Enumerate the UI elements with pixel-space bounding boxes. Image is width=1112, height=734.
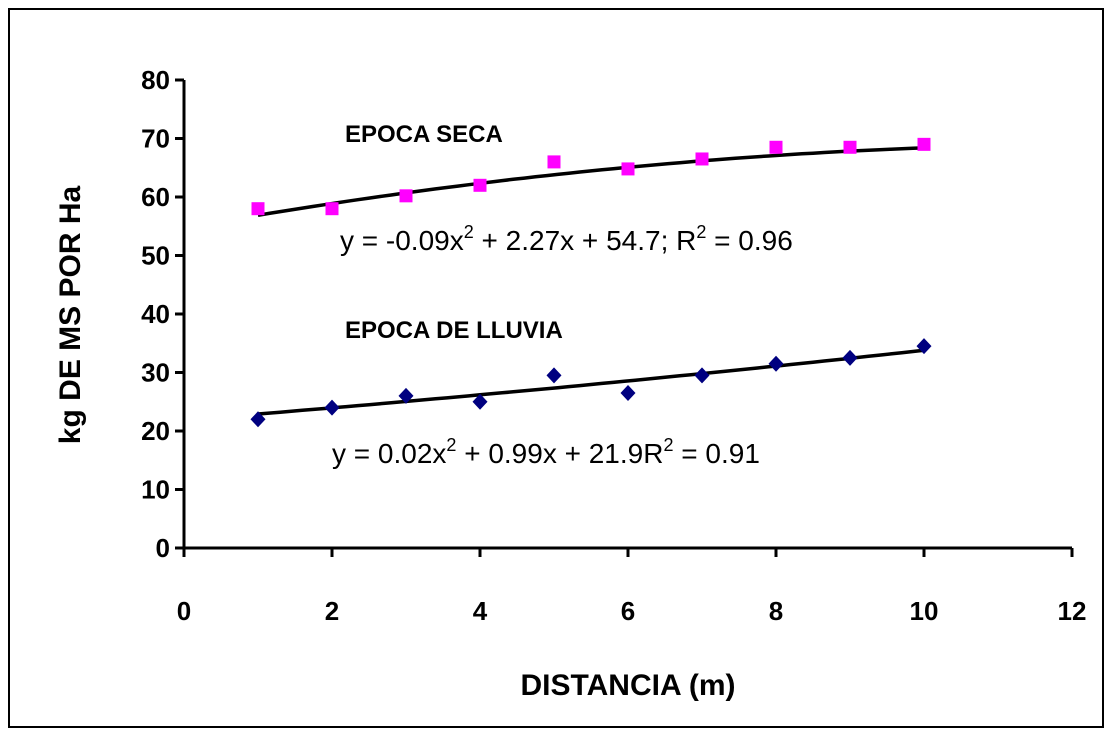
trendline-epoca-de-lluvia xyxy=(257,348,925,416)
x-tick-label: 8 xyxy=(769,596,783,626)
x-tick-label: 6 xyxy=(621,596,635,626)
point-epoca-de-lluvia xyxy=(250,411,266,428)
y-tick-label: 10 xyxy=(141,475,170,505)
x-tick-label: 12 xyxy=(1058,596,1087,626)
chart-frame xyxy=(8,8,1104,728)
point-epoca-seca xyxy=(251,202,265,216)
equation-epoca-seca: y = -0.09x2 + 2.27x + 54.7; R2 = 0.96 xyxy=(340,222,793,256)
point-epoca-seca xyxy=(621,162,635,176)
y-tick-label: 0 xyxy=(156,533,170,563)
point-epoca-de-lluvia xyxy=(620,384,636,401)
point-epoca-de-lluvia xyxy=(768,355,784,372)
point-epoca-seca xyxy=(769,140,783,154)
point-epoca-de-lluvia xyxy=(398,387,414,404)
point-epoca-seca xyxy=(325,202,339,216)
trendline-epoca-seca xyxy=(257,146,925,218)
y-tick-label: 20 xyxy=(141,416,170,446)
point-epoca-de-lluvia xyxy=(324,399,340,416)
trendlines xyxy=(257,146,925,416)
point-epoca-de-lluvia xyxy=(842,349,858,366)
markers xyxy=(250,137,932,428)
y-tick-label: 50 xyxy=(141,241,170,271)
point-epoca-seca xyxy=(547,155,561,169)
point-epoca-seca xyxy=(399,189,413,203)
x-axis-title: DISTANCIA (m) xyxy=(521,669,736,702)
point-epoca-seca xyxy=(473,178,487,192)
y-tick-label: 60 xyxy=(141,182,170,212)
y-tick-label: 80 xyxy=(141,65,170,95)
y-axis-title: kg DE MS POR Ha xyxy=(54,185,87,444)
point-epoca-seca xyxy=(695,152,709,166)
series-label-epoca-de-lluvia: EPOCA DE LLUVIA xyxy=(345,317,563,344)
point-epoca-de-lluvia xyxy=(694,367,710,384)
y-tick-label: 40 xyxy=(141,299,170,329)
labels: 0 2 4 6 8 10 12 0 10 20 30 40 50 60 70 80 xyxy=(141,65,1086,626)
y-tick-label: 70 xyxy=(141,124,170,154)
axes xyxy=(175,78,1074,557)
x-tick-label: 0 xyxy=(177,596,191,626)
point-epoca-de-lluvia xyxy=(916,338,932,355)
x-tick-label: 2 xyxy=(325,596,339,626)
y-tick-label: 30 xyxy=(141,358,170,388)
x-tick-label: 10 xyxy=(910,596,939,626)
point-epoca-de-lluvia xyxy=(472,393,488,410)
equation-epoca-de-lluvia: y = 0.02x2 + 0.99x + 21.9R2 = 0.91 xyxy=(332,435,760,469)
x-tick-label: 4 xyxy=(473,596,488,626)
point-epoca-seca xyxy=(843,140,857,154)
series-label-epoca-seca: EPOCA SECA xyxy=(345,121,503,148)
point-epoca-de-lluvia xyxy=(546,367,562,384)
point-epoca-seca xyxy=(917,137,931,151)
